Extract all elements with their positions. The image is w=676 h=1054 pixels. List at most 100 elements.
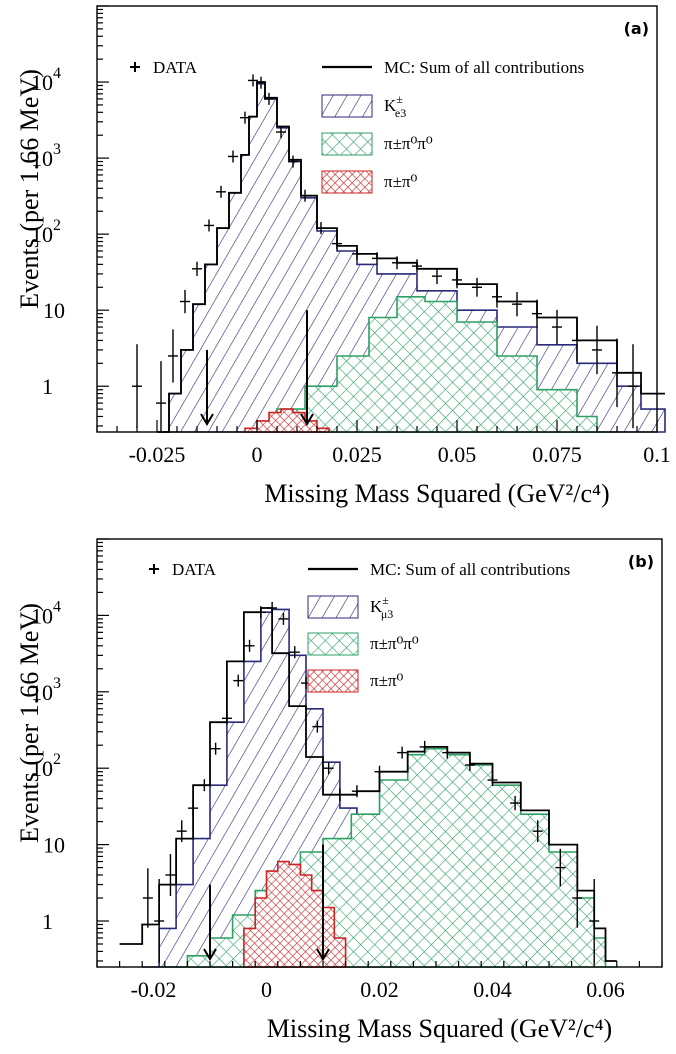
data-point	[419, 740, 430, 753]
data-point	[312, 720, 323, 733]
legend-kl3: K± e3	[321, 92, 406, 120]
chart-panel-a: -0.025 0 0.025 0.05 0.075 0.1110102103104Miss…	[15, 5, 671, 508]
legend-pi-pi0-label: π±π⁰	[384, 172, 417, 191]
y-tick-label: 10	[43, 833, 65, 858]
data-point	[221, 712, 232, 725]
data-point	[240, 111, 250, 124]
legend-data: DATA	[130, 58, 198, 77]
x-tick-label: 0.04	[473, 977, 512, 1002]
data-point	[288, 155, 298, 168]
data-point	[316, 222, 326, 235]
y-tick-label: 1	[42, 909, 53, 934]
x-tick-label: 0	[261, 977, 272, 1002]
plot-area	[119, 601, 617, 968]
data-point	[351, 785, 362, 798]
legend-pi-pi0: π±π⁰	[307, 669, 403, 693]
data-point	[332, 237, 342, 250]
panel-label: (b)	[628, 552, 654, 571]
x-axis-title: Missing Mass Squared (GeV²/c⁴)	[267, 1014, 612, 1043]
legend-mc-label: MC: Sum of all contributions	[384, 58, 584, 77]
data-point	[216, 185, 226, 198]
data-point	[432, 268, 442, 285]
axes: -0.025 0 0.025 0.05 0.075 0.1110102103104Miss…	[15, 5, 671, 508]
data-point	[256, 76, 266, 89]
data-point	[352, 247, 362, 260]
data-point	[142, 868, 153, 928]
data-point	[552, 309, 562, 345]
data-point	[168, 329, 178, 383]
x-axis-title: Missing Mass Squared (GeV²/c⁴)	[264, 479, 609, 508]
data-point	[452, 271, 462, 289]
data-point	[532, 299, 542, 328]
cut-arrow	[203, 884, 217, 961]
legend-data-label: DATA	[153, 58, 198, 77]
data-point	[572, 319, 582, 362]
x-tick-label: -0.025	[129, 442, 186, 467]
x-tick-label: 0.1	[643, 442, 671, 467]
data-point	[472, 277, 482, 297]
data-point	[156, 361, 166, 432]
legend-data: DATA	[149, 560, 217, 579]
data-point	[199, 779, 210, 792]
data-point	[628, 344, 638, 429]
legend-mc-label: MC: Sum of all contributions	[370, 560, 570, 579]
data-point	[492, 285, 502, 308]
data-point	[233, 674, 244, 687]
legend-kl3-label: K± μ3	[370, 593, 393, 621]
data-point	[412, 259, 422, 273]
y-tick-label: 10	[43, 298, 65, 323]
x-tick-label: 0	[252, 442, 263, 467]
legend-pi-pi0: π±π⁰	[321, 170, 417, 194]
data-point	[300, 189, 310, 202]
data-point	[210, 742, 221, 755]
data-point	[512, 292, 522, 317]
x-tick-label: -0.02	[131, 977, 177, 1002]
data-point	[154, 879, 165, 964]
y-axis-title: Events (per 1.66 MeV)	[15, 603, 44, 843]
legend-pi-pi0-pi0: π±π⁰π⁰	[321, 132, 433, 156]
data-point	[255, 606, 266, 619]
data-point	[442, 746, 453, 759]
data-point	[192, 261, 202, 276]
legend-kl3-label: K± e3	[384, 92, 406, 120]
data-point	[374, 765, 385, 778]
data-point	[132, 344, 142, 429]
data-point	[532, 820, 543, 842]
data-point	[244, 639, 255, 652]
series-pi-pi0	[243, 860, 347, 968]
x-tick-label: 0.06	[586, 977, 625, 1002]
data-point	[289, 646, 300, 659]
y-tick-label: 1	[42, 374, 53, 399]
data-point	[228, 150, 238, 163]
data-point	[323, 762, 334, 775]
plot-frame	[96, 538, 663, 968]
data-point	[510, 795, 521, 811]
legend-pi-pi0-pi0: π±π⁰π⁰	[307, 632, 419, 656]
data-point	[487, 774, 498, 787]
data-point	[464, 759, 475, 772]
data-point	[264, 92, 274, 105]
legend-mc: MC: Sum of all contributions	[308, 560, 570, 579]
data-point	[592, 325, 602, 375]
data-point	[267, 601, 278, 614]
legend-mc: MC: Sum of all contributions	[322, 58, 584, 77]
data-point	[334, 788, 345, 801]
data-point	[572, 868, 583, 928]
series-pi-pi0-pi0	[249, 296, 617, 433]
data-point	[188, 800, 199, 816]
x-tick-label: 0.05	[438, 442, 477, 467]
data-point	[612, 338, 622, 408]
data-point	[555, 848, 566, 887]
data-point	[276, 126, 286, 139]
legend-pi-pi0-label: π±π⁰	[370, 671, 403, 690]
plot-area	[132, 74, 666, 433]
cut-arrow	[300, 310, 314, 426]
legend-pi-pi0-pi0-label: π±π⁰π⁰	[370, 634, 419, 653]
data-point	[589, 879, 600, 964]
legend-pi-pi0-pi0-label: π±π⁰π⁰	[384, 134, 433, 153]
x-tick-label: 0.02	[360, 977, 399, 1002]
x-tick-label: 0.025	[332, 442, 382, 467]
legend-kl3: K± μ3	[307, 593, 393, 621]
